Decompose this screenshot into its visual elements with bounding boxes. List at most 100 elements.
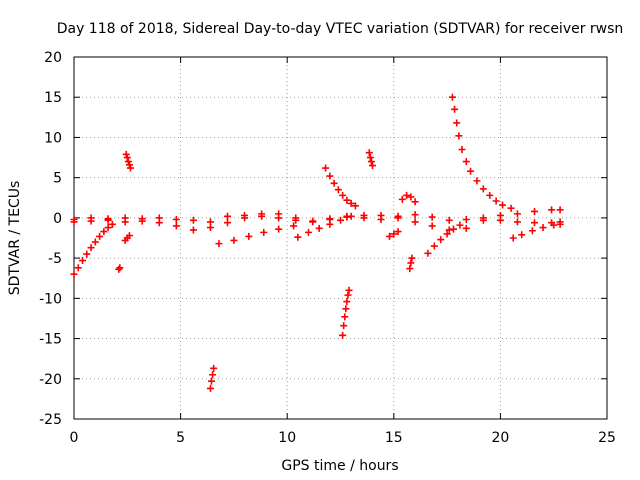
series-drop-15.8h (406, 254, 416, 273)
data-point (451, 105, 459, 113)
data-point (108, 220, 116, 228)
data-point (125, 161, 133, 169)
data-point (70, 218, 78, 226)
data-point (473, 177, 481, 185)
data-point (411, 218, 419, 226)
data-point (531, 219, 539, 227)
data-point (455, 132, 463, 140)
data-point (83, 250, 91, 258)
data-point (210, 364, 218, 372)
data-point (437, 236, 445, 244)
data-point (368, 162, 376, 170)
data-point (360, 214, 368, 222)
data-point (224, 219, 232, 227)
data-point (326, 172, 334, 180)
data-point (189, 226, 197, 234)
x-tick-label: 10 (278, 430, 296, 446)
series-band-second (70, 210, 564, 234)
data-point (386, 232, 394, 240)
x-axis-title: GPS time / hours (281, 458, 398, 474)
data-point (70, 270, 78, 278)
series-decay-17.8h (448, 93, 515, 212)
data-point (258, 210, 266, 218)
axis-ticks: 0 5 10 15 20 25 -25 -20 -15 -10 -5 0 5 10 15 20 (39, 50, 616, 446)
data-point (224, 212, 232, 220)
data-point (462, 158, 470, 166)
y-tick-label: 10 (44, 130, 62, 146)
data-point (365, 149, 373, 157)
series-arc-10-12h (294, 212, 355, 241)
data-point (507, 204, 515, 212)
data-point (343, 298, 351, 306)
data-point (337, 216, 344, 224)
data-point (208, 377, 216, 385)
data-point (367, 158, 375, 166)
data-point (390, 230, 398, 238)
data-point (209, 371, 217, 379)
data-point (443, 230, 451, 238)
chart-title: Day 118 of 2018, Sidereal Day-to-day VTE… (57, 21, 624, 37)
data-point (492, 197, 500, 205)
y-tick-label: -25 (39, 412, 62, 428)
data-point (126, 164, 134, 172)
x-tick-label: 15 (385, 430, 403, 446)
data-point (340, 322, 348, 330)
data-point (518, 231, 526, 239)
data-point (430, 242, 438, 250)
y-tick-label: -15 (39, 332, 62, 348)
data-point (394, 228, 402, 236)
data-point (445, 216, 453, 224)
data-point (315, 224, 323, 232)
series-drop-14.5h (386, 228, 402, 240)
data-point (407, 259, 415, 267)
data-point (448, 93, 456, 101)
series-arc-start (70, 220, 116, 278)
data-point (467, 167, 475, 175)
data-point (377, 215, 385, 223)
data-point (548, 206, 556, 214)
data-point (116, 264, 124, 272)
data-point (366, 154, 374, 162)
data-point (342, 305, 350, 313)
data-point (424, 249, 432, 257)
data-point (104, 216, 112, 224)
data-point (121, 218, 129, 226)
series-arc-7-10h (215, 222, 298, 248)
data-point (462, 215, 470, 223)
data-point (406, 265, 414, 273)
y-tick-label: 5 (53, 171, 62, 187)
data-point (125, 232, 133, 240)
data-point (351, 202, 359, 210)
data-point (499, 201, 507, 209)
data-point (445, 226, 453, 234)
data-point (509, 234, 517, 242)
data-point (411, 198, 419, 206)
data-point (496, 216, 504, 224)
y-tick-label: 15 (44, 90, 62, 106)
data-point (123, 154, 131, 162)
data-point (172, 215, 180, 223)
data-point (403, 191, 411, 199)
data-point (343, 196, 351, 204)
data-point (100, 228, 108, 236)
data-point (290, 222, 298, 230)
data-point (344, 291, 352, 299)
data-point (407, 193, 415, 201)
data-point (104, 224, 112, 232)
data-point (155, 219, 163, 227)
series-drop-2.5h (121, 232, 133, 244)
data-point (550, 221, 558, 229)
data-point (115, 265, 123, 273)
data-point (479, 214, 487, 222)
data-point (394, 212, 402, 220)
data-point (347, 199, 355, 207)
data-point (138, 217, 146, 225)
data-point (428, 222, 436, 230)
y-tick-label: 0 (53, 211, 62, 227)
data-point (206, 384, 214, 392)
series-arc-21-22.8h (509, 220, 564, 242)
data-point (122, 150, 130, 158)
y-tick-label: -10 (39, 291, 62, 307)
plot-frame (73, 56, 608, 420)
y-tick-label: -5 (48, 251, 62, 267)
